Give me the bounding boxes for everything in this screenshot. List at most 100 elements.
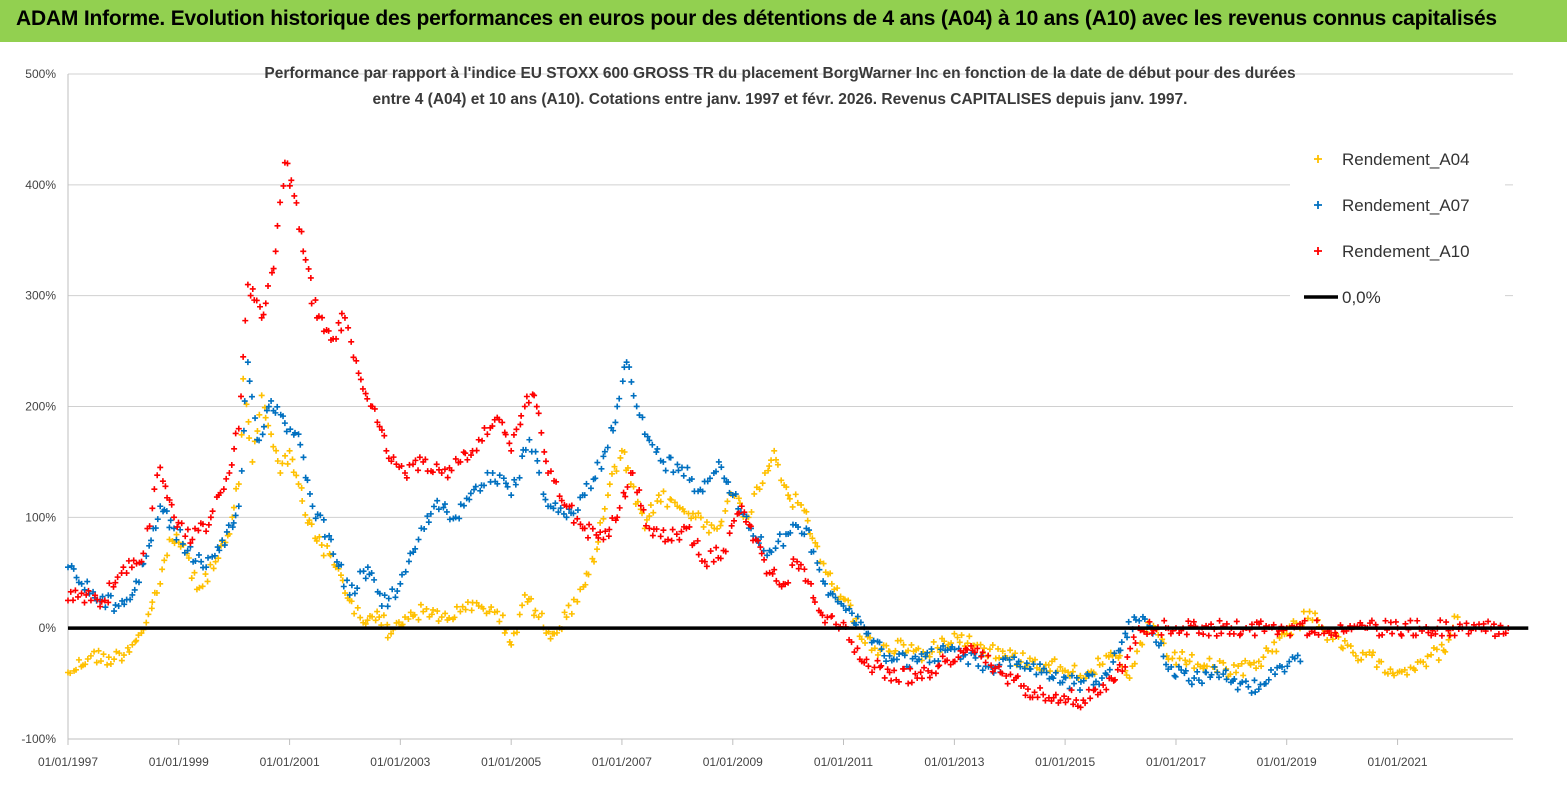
- data-point: [600, 536, 607, 543]
- data-point-fill: [481, 482, 488, 489]
- data-point-fill: [340, 583, 347, 590]
- data-point-fill: [1445, 636, 1452, 643]
- data-point-fill: [523, 393, 530, 400]
- legend-marker: [1314, 201, 1322, 209]
- data-point-fill: [608, 470, 615, 477]
- data-point-fill: [78, 590, 85, 597]
- data-point-fill: [936, 662, 943, 669]
- data-point: [665, 536, 672, 543]
- data-point-fill: [411, 611, 418, 618]
- data-point-fill: [304, 477, 311, 484]
- data-point-fill: [884, 666, 891, 673]
- data-point-fill: [585, 571, 592, 578]
- data-point-fill: [320, 552, 327, 559]
- data-point-fill: [162, 483, 169, 490]
- data-point-fill: [912, 670, 919, 677]
- data-point-fill: [441, 466, 448, 473]
- data-point-fill: [732, 491, 739, 498]
- data-point-fill: [1401, 666, 1408, 673]
- data-point-fill: [971, 649, 978, 656]
- data-point-fill: [424, 513, 431, 520]
- data-point-fill: [533, 403, 540, 410]
- data-point-fill: [446, 516, 453, 523]
- data-point-fill: [1116, 661, 1123, 668]
- data-point: [489, 470, 496, 476]
- data-point: [738, 503, 745, 510]
- data-point-fill: [862, 639, 869, 646]
- data-point-fill: [805, 578, 812, 585]
- data-point-fill: [688, 476, 695, 483]
- data-point-fill: [689, 510, 696, 517]
- data-point: [531, 392, 538, 399]
- data-point-fill: [516, 474, 523, 481]
- data-point-fill: [279, 460, 286, 467]
- data-point-fill: [1203, 663, 1210, 670]
- data-point: [623, 359, 630, 366]
- data-point-fill: [806, 527, 813, 534]
- data-point: [840, 619, 847, 626]
- data-point-fill: [1176, 655, 1183, 662]
- data-point-fill: [149, 599, 156, 606]
- data-point-fill: [1100, 682, 1107, 689]
- data-point-fill: [944, 647, 951, 654]
- data-point-fill: [167, 517, 174, 524]
- data-point-fill: [240, 427, 247, 434]
- report-title: ADAM Informe. Evolution historique des p…: [16, 7, 1497, 30]
- data-point-fill: [660, 527, 667, 534]
- data-point: [1057, 663, 1064, 670]
- data-point: [203, 564, 210, 571]
- data-point-fill: [1036, 661, 1043, 668]
- data-point-fill: [121, 601, 128, 608]
- data-point-fill: [1347, 643, 1354, 650]
- data-point-fill: [1092, 686, 1099, 693]
- data-point-fill: [112, 602, 119, 609]
- data-point-fill: [755, 537, 762, 544]
- data-point-fill: [412, 545, 419, 552]
- data-point-fill: [163, 508, 170, 515]
- data-point: [235, 481, 242, 488]
- data-point-fill: [430, 606, 437, 613]
- data-point-fill: [925, 667, 932, 674]
- data-point-fill: [99, 593, 106, 600]
- data-point-fill: [133, 560, 140, 567]
- data-point-fill: [690, 540, 697, 547]
- data-point-fill: [1139, 641, 1146, 648]
- data-point-fill: [265, 282, 272, 289]
- data-point-fill: [1012, 650, 1019, 657]
- data-point: [87, 652, 94, 659]
- data-point-fill: [1076, 687, 1083, 694]
- data-point-fill: [407, 550, 414, 557]
- data-point-fill: [282, 452, 289, 459]
- data-point-fill: [248, 393, 255, 400]
- data-point-fill: [542, 458, 549, 465]
- data-point-fill: [597, 529, 604, 536]
- data-point-fill: [1160, 653, 1167, 660]
- data-point-fill: [1048, 697, 1055, 704]
- data-point-fill: [718, 464, 725, 471]
- data-point: [886, 652, 893, 659]
- data-point-fill: [605, 533, 612, 540]
- data-point: [268, 397, 275, 404]
- data-point-fill: [430, 503, 437, 510]
- data-point: [535, 614, 542, 621]
- data-point-fill: [1286, 658, 1293, 665]
- data-point: [434, 497, 441, 504]
- data-point-fill: [412, 457, 419, 464]
- data-point-fill: [1033, 671, 1040, 678]
- data-point-fill: [1203, 669, 1210, 676]
- data-point-fill: [766, 463, 773, 470]
- data-point-fill: [1019, 650, 1026, 657]
- data-point-fill: [384, 603, 391, 610]
- data-point-fill: [472, 483, 479, 490]
- data-point-fill: [249, 285, 256, 292]
- data-point-fill: [624, 483, 631, 490]
- data-point: [346, 591, 353, 598]
- data-point-fill: [1435, 657, 1442, 664]
- data-point-fill: [81, 586, 88, 593]
- data-point-fill: [1062, 674, 1069, 681]
- data-point-fill: [861, 659, 868, 666]
- data-point-fill: [1252, 689, 1259, 696]
- data-point-fill: [778, 477, 785, 484]
- data-point-fill: [260, 311, 267, 318]
- data-point-fill: [1222, 667, 1229, 674]
